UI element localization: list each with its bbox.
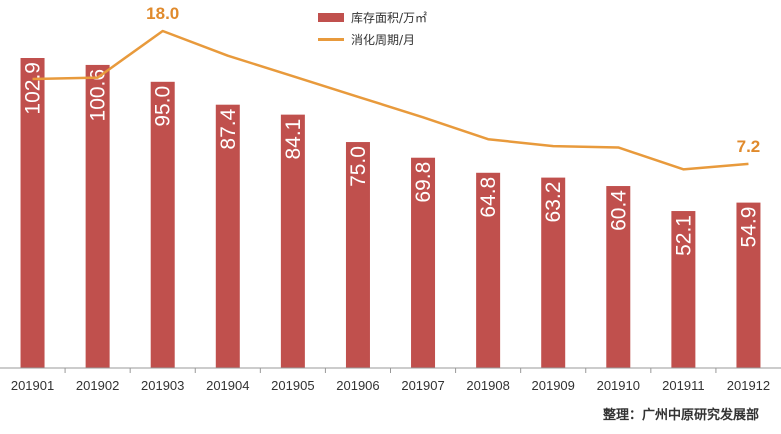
- x-tick-label-201907: 201907: [401, 378, 444, 393]
- bar-201906: [345, 142, 370, 368]
- line-layer: [32, 29, 749, 171]
- bar-value-label-201907: 69.8: [412, 162, 435, 203]
- bar-201910: [606, 186, 631, 368]
- bar-value-label-201908: 64.8: [477, 177, 500, 218]
- bar-value-label-201901: 102.9: [22, 62, 45, 115]
- bar-201905: [280, 114, 305, 368]
- bar-labels-layer: 102.9 100.6 95.0 87.4 84.1 75.0 69.8 64.8 63.2 60…: [22, 62, 761, 256]
- line-value-label-201903: 18.0: [146, 4, 179, 23]
- x-tick-label-201908: 201908: [466, 378, 509, 393]
- bar-value-label-201906: 75.0: [347, 146, 370, 187]
- x-tick-label-201901: 201901: [11, 378, 54, 393]
- x-tick-label-201902: 201902: [76, 378, 119, 393]
- bar-201902: [85, 64, 110, 369]
- bar-201904: [215, 104, 240, 368]
- x-tick-label-201906: 201906: [336, 378, 379, 393]
- line-labels-layer: 18.0 7.2: [146, 4, 760, 156]
- legend-item-cycle: 消化周期/月: [318, 28, 427, 50]
- bar-201912: [736, 202, 761, 368]
- line-value-label-201912: 7.2: [737, 137, 761, 156]
- bar-value-label-201910: 60.4: [607, 190, 630, 231]
- legend-label-inventory: 库存面积/万㎡: [351, 10, 428, 25]
- bar-value-label-201911: 52.1: [672, 215, 695, 256]
- source-note: 整理：广州中原研究发展部: [602, 408, 759, 423]
- bar-value-label-201903: 95.0: [152, 86, 175, 127]
- bar-201911: [671, 211, 696, 368]
- legend: 库存面积/万㎡ 消化周期/月: [318, 6, 427, 50]
- bar-value-label-201902: 100.6: [87, 69, 110, 122]
- series-line-cycle: [32, 29, 749, 171]
- bar-201909: [541, 177, 566, 368]
- bar-value-label-201912: 54.9: [737, 207, 760, 248]
- legend-swatch-line: [318, 37, 344, 41]
- x-tick-labels: 201901 201902 201903 201904 201905 201906 2019…: [11, 378, 770, 393]
- bar-201908: [476, 172, 501, 368]
- legend-swatch-bar: [318, 12, 344, 22]
- bars-layer: [20, 58, 761, 369]
- bar-value-label-201904: 87.4: [217, 108, 240, 149]
- legend-label-cycle: 消化周期/月: [351, 32, 416, 47]
- x-tick-label-201904: 201904: [206, 378, 249, 393]
- legend-item-inventory: 库存面积/万㎡: [318, 6, 427, 28]
- x-tick-label-201912: 201912: [727, 378, 770, 393]
- bar-value-label-201905: 84.1: [282, 119, 305, 160]
- bar-201901: [20, 58, 45, 368]
- x-axis: [0, 367, 781, 373]
- bar-201907: [411, 157, 436, 368]
- x-tick-label-201909: 201909: [532, 378, 575, 393]
- x-tick-label-201911: 201911: [662, 378, 704, 393]
- bar-201903: [150, 81, 175, 368]
- x-tick-label-201905: 201905: [271, 378, 314, 393]
- x-tick-label-201910: 201910: [597, 378, 640, 393]
- x-tick-label-201903: 201903: [141, 378, 184, 393]
- bar-value-label-201909: 63.2: [542, 182, 565, 223]
